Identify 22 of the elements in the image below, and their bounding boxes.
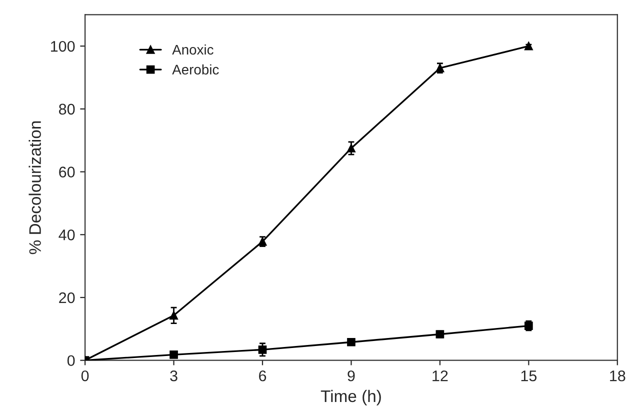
point xyxy=(347,338,356,346)
y-tick-label: 0 xyxy=(67,355,75,366)
point xyxy=(170,350,178,359)
y-tick-label: 40 xyxy=(58,230,75,240)
point xyxy=(347,144,356,152)
y-tick-label: 20 xyxy=(59,292,75,304)
x-tick-label: 12 xyxy=(432,370,448,382)
x-tick-label: 3 xyxy=(170,370,178,382)
x-tick-label: 6 xyxy=(259,370,266,382)
legend-label: Anoxic xyxy=(172,44,214,55)
x-tick-label: 18 xyxy=(610,370,626,382)
x-tick-label: 0 xyxy=(81,370,89,382)
y-tick-label: 100 xyxy=(51,40,75,52)
x-tick-label: 15 xyxy=(521,370,537,382)
point xyxy=(170,311,178,320)
y-tick-label: 80 xyxy=(59,104,75,115)
y-axis-title: % Decolourization xyxy=(28,121,41,254)
x-axis-title: Time (h) xyxy=(320,390,381,406)
y-tick-label: 60 xyxy=(59,166,75,178)
point xyxy=(258,345,267,354)
legend-label: Aerobic xyxy=(172,64,219,75)
x-tick-label: 9 xyxy=(348,370,355,382)
